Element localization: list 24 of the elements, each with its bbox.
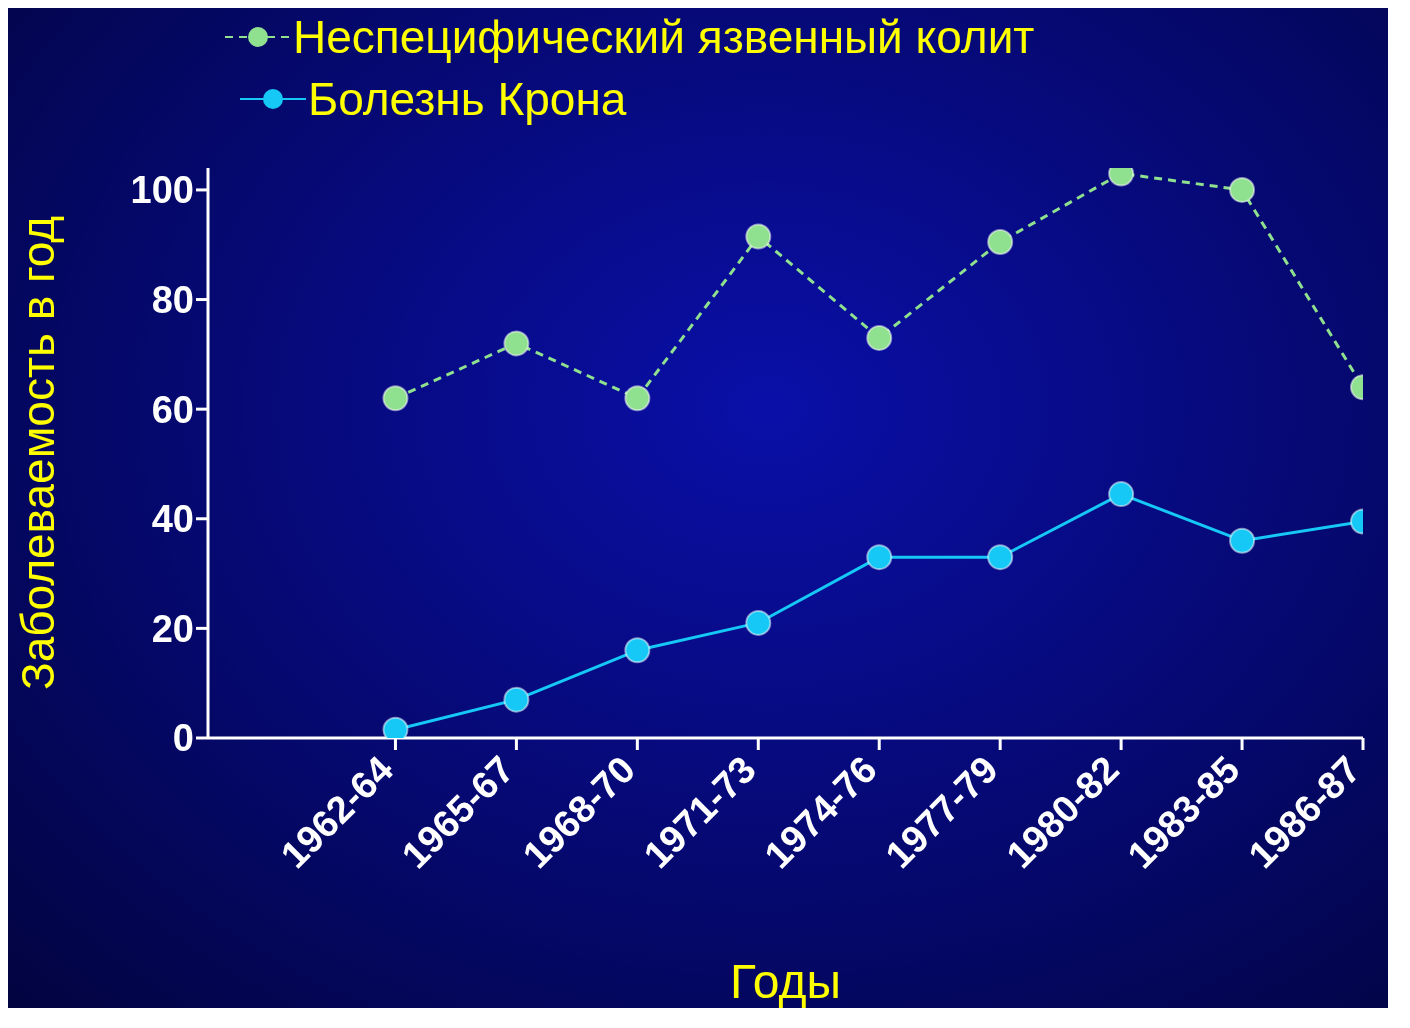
point <box>503 686 530 713</box>
x-axis-title: Годы <box>730 955 841 1008</box>
point <box>624 385 651 412</box>
y-tick-label: 100 <box>130 169 194 212</box>
point <box>987 228 1014 255</box>
y-tick-label: 20 <box>151 607 194 650</box>
legend-label: Болезнь Крона <box>308 72 627 127</box>
point <box>624 637 651 664</box>
point <box>745 609 772 636</box>
y-axis-title: Заболеваемость в год <box>12 215 65 691</box>
point <box>866 324 893 351</box>
point <box>1108 481 1135 508</box>
point <box>1229 527 1256 554</box>
y-tick-label: 80 <box>151 279 194 322</box>
point <box>987 544 1014 571</box>
point <box>382 385 409 412</box>
y-tick-label: 40 <box>151 498 194 541</box>
point <box>1229 176 1256 203</box>
point <box>745 223 772 250</box>
legend-label: Неспецифический язвенный колит <box>293 10 1035 65</box>
point <box>866 544 893 571</box>
y-tick-label: 60 <box>151 388 194 431</box>
y-tick-label: 0 <box>172 717 194 760</box>
point <box>503 330 530 357</box>
